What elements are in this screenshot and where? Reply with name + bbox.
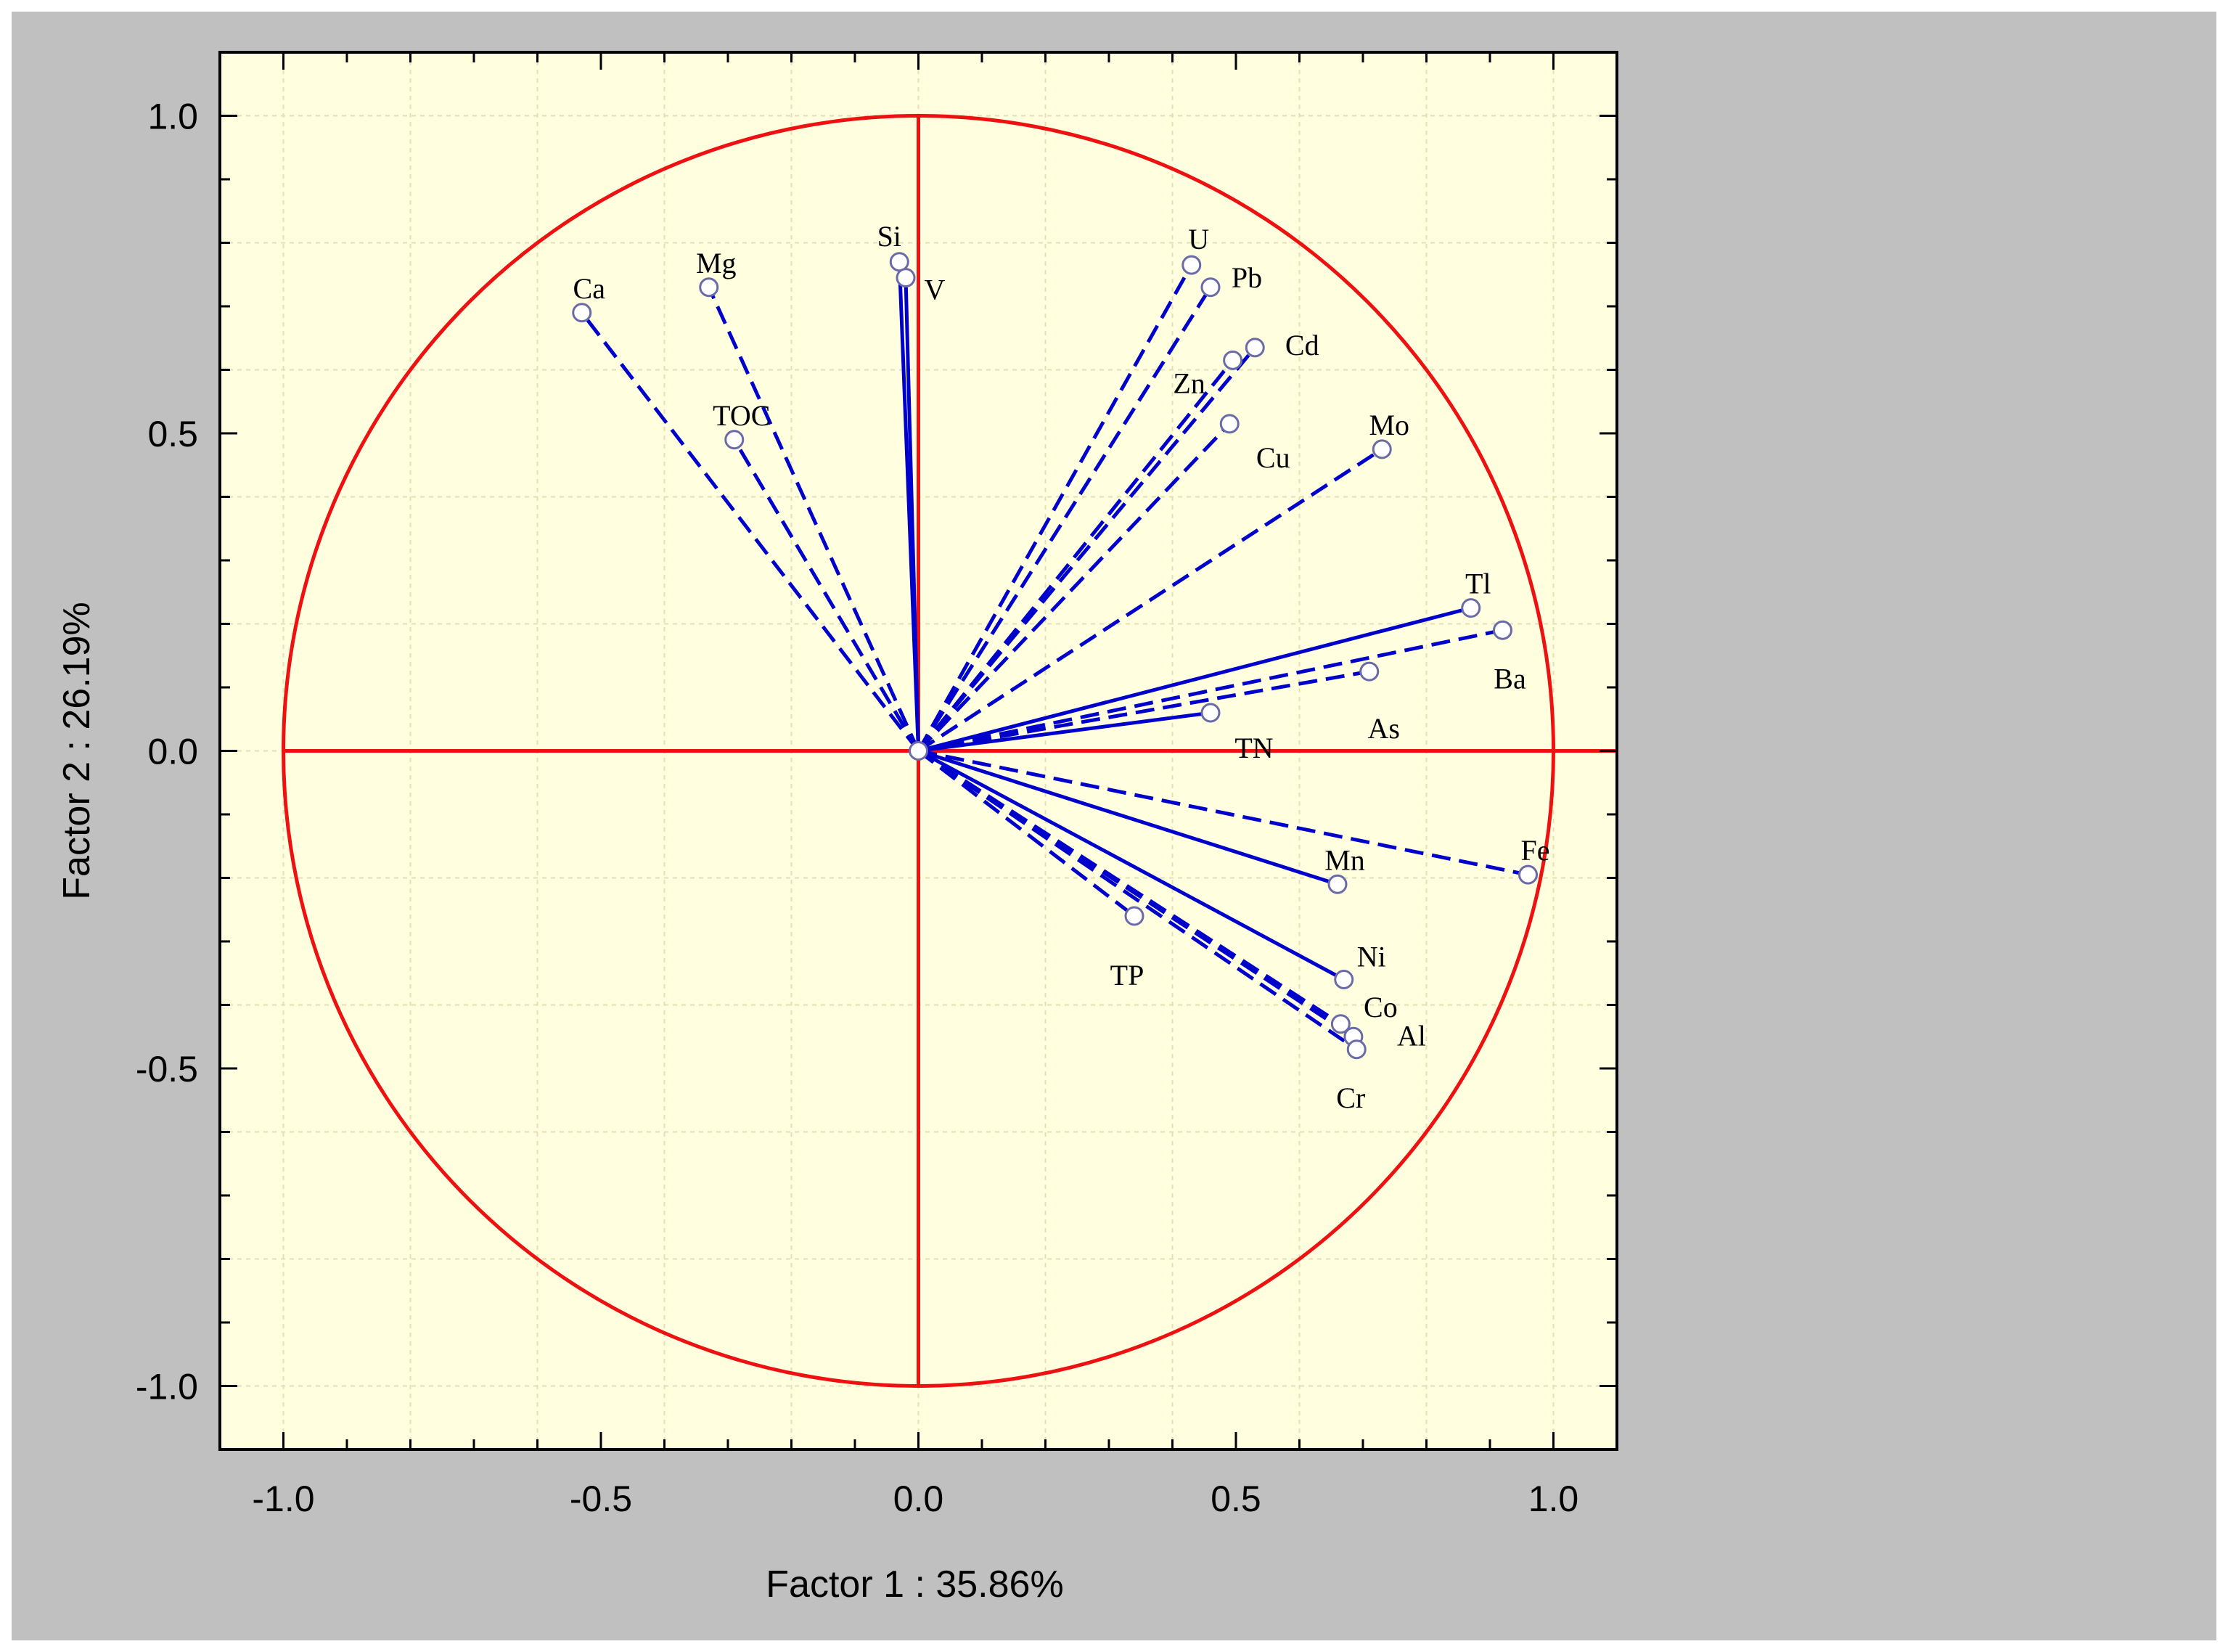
- y-tick-label: 0.5: [147, 414, 198, 454]
- marker-tp: [1124, 906, 1144, 926]
- label-ni: Ni: [1357, 941, 1386, 973]
- label-as: As: [1368, 712, 1400, 745]
- vector-toc: [732, 438, 920, 752]
- y-tick-label: -1.0: [136, 1367, 198, 1407]
- marker-mg: [699, 277, 719, 298]
- vector-as: [918, 669, 1370, 753]
- label-co: Co: [1364, 991, 1398, 1023]
- label-u: U: [1188, 223, 1209, 255]
- label-tn: TN: [1234, 732, 1273, 764]
- x-tick-label: -1.0: [252, 1479, 314, 1519]
- label-cd: Cd: [1285, 329, 1319, 361]
- marker-pb: [1200, 277, 1221, 298]
- vector-fe: [918, 749, 1528, 877]
- marker-v: [896, 268, 916, 288]
- vector-mn: [917, 749, 1338, 886]
- vector-cu: [917, 422, 1232, 753]
- loading-vectors: [580, 261, 1528, 1051]
- label-si: Si: [877, 220, 901, 253]
- loading-markers: [572, 252, 1538, 1060]
- x-tick-label: 0.5: [1211, 1479, 1261, 1519]
- marker-ni: [1334, 970, 1354, 989]
- marker-as: [1359, 661, 1380, 682]
- marker-toc: [724, 430, 745, 450]
- label-zn: Zn: [1173, 367, 1205, 399]
- marker-zn: [1223, 350, 1243, 370]
- label-cr: Cr: [1336, 1081, 1365, 1114]
- marker-cu: [1219, 414, 1240, 434]
- x-tick-label: -0.5: [570, 1479, 632, 1519]
- vector-tl: [917, 606, 1472, 753]
- marker-fe: [1518, 864, 1538, 885]
- vector-pb: [917, 286, 1213, 752]
- y-tick-label: 0.0: [147, 732, 198, 772]
- vector-mo: [917, 447, 1383, 753]
- vector-ni: [917, 749, 1345, 981]
- label-cu: Cu: [1256, 441, 1290, 474]
- y-tick-label: 1.0: [147, 97, 198, 137]
- vector-tn: [918, 711, 1211, 753]
- label-tl: Tl: [1465, 568, 1491, 600]
- label-mo: Mo: [1369, 409, 1409, 441]
- vector-tp: [917, 749, 1136, 917]
- marker-u: [1181, 255, 1202, 275]
- label-ba: Ba: [1494, 662, 1526, 695]
- vector-cr: [917, 749, 1358, 1051]
- label-fe: Fe: [1521, 834, 1550, 867]
- y-axis-label: Factor 2 : 26.19%: [56, 602, 98, 899]
- marker-cd: [1245, 338, 1265, 358]
- marker-ba: [1493, 620, 1512, 640]
- marker-tl: [1461, 598, 1481, 618]
- x-axis-label: Factor 1 : 35.86%: [766, 1563, 1063, 1606]
- label-toc: TOC: [713, 399, 770, 432]
- marker-tn: [1200, 703, 1221, 723]
- axis-ticks: [220, 52, 1617, 1449]
- vector-ca: [580, 311, 920, 753]
- x-tick-label: 1.0: [1528, 1479, 1579, 1519]
- label-pb: Pb: [1232, 261, 1262, 294]
- label-al: Al: [1397, 1019, 1426, 1052]
- marker-co: [1330, 1014, 1351, 1034]
- marker-ca: [572, 303, 592, 323]
- x-tick-label: 0.0: [893, 1479, 944, 1519]
- label-ca: Ca: [573, 272, 606, 305]
- label-tp: TP: [1110, 959, 1144, 991]
- vector-v: [904, 277, 920, 751]
- vector-zn: [917, 359, 1234, 753]
- vector-u: [917, 263, 1193, 752]
- marker-mn: [1327, 874, 1348, 894]
- variable-labels: Ca Mg TOC Si V U Pb Cd Zn Cu Mo Tl Ba As TN Mn Fe TP Ni CoA…: [573, 220, 1550, 1114]
- vector-ba: [917, 628, 1504, 753]
- label-v: V: [925, 274, 946, 306]
- marker-mo: [1372, 439, 1392, 459]
- label-mg: Mg: [696, 247, 737, 279]
- label-mn: Mn: [1324, 843, 1365, 876]
- y-tick-label: -0.5: [136, 1049, 198, 1089]
- tick-labels: -1.0 -0.5 0.0 0.5 1.0 1.0 0.5 0.0 -0.5 -1.0: [136, 97, 1578, 1520]
- marker-origin: [909, 741, 928, 761]
- marker-cr: [1346, 1039, 1367, 1060]
- vector-mg: [707, 286, 920, 752]
